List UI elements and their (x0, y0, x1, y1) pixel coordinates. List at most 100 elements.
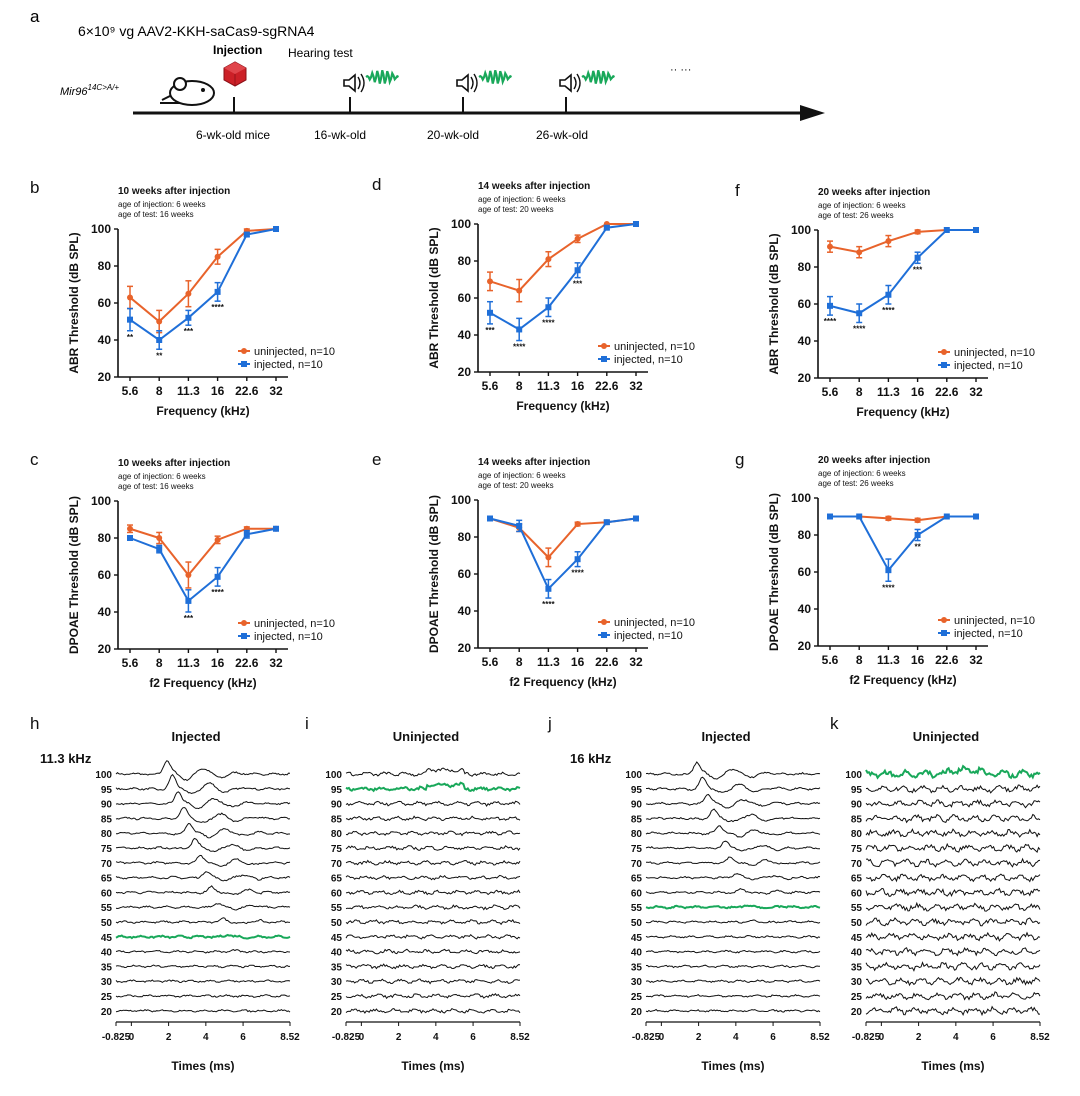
level-label: 80 (631, 829, 643, 840)
timepoint-label: 26-wk-old (536, 128, 588, 142)
level-label: 90 (331, 800, 343, 811)
speaker-wave (360, 73, 365, 93)
data-point-uninjected (156, 318, 163, 325)
chart-panel-d: d 14 weeks after injection age of injectio… (372, 175, 695, 413)
waveform-trace (645, 761, 821, 780)
time-tick-label: 4 (953, 1032, 959, 1043)
data-point-injected (973, 227, 979, 233)
level-label: 75 (101, 844, 113, 855)
time-tick-label: -0.825 (332, 1032, 361, 1043)
data-point-injected (273, 226, 279, 232)
x-axis-label: f2 Frequency (kHz) (509, 675, 616, 689)
legend-marker (941, 630, 947, 636)
y-tick-label: 80 (98, 531, 112, 545)
series-line-uninjected (829, 229, 976, 254)
legend-marker (941, 349, 947, 355)
level-label: 55 (331, 903, 343, 914)
level-label: 85 (331, 814, 343, 825)
waveform-panel-k: kUninjected10095908580757065605550454035… (830, 714, 1050, 1073)
timepoint-label: 20-wk-old (427, 128, 479, 142)
level-label: 30 (851, 977, 863, 988)
waveform-trace (646, 856, 821, 866)
x-tick-label: 16 (911, 653, 925, 667)
sound-wave-icon (478, 69, 513, 86)
waveform-trace (345, 933, 521, 940)
waveform-trace (865, 976, 1041, 987)
data-point-uninjected (214, 536, 221, 543)
y-tick-label: 80 (798, 528, 812, 542)
data-point-injected (827, 302, 833, 309)
level-label: 45 (331, 933, 343, 944)
waveform-trace (865, 901, 1041, 912)
data-point-uninjected (914, 517, 921, 524)
x-tick-label: 8 (516, 379, 523, 393)
time-tick-label: 0 (129, 1032, 135, 1043)
y-tick-label: 100 (91, 494, 111, 508)
legend-marker (241, 633, 247, 639)
waveform-trace (115, 903, 291, 911)
waveform-trace (865, 857, 1041, 868)
level-label: 25 (331, 992, 343, 1003)
level-label: 25 (631, 992, 643, 1003)
x-tick-label: 5.6 (482, 655, 499, 669)
y-tick-label: 40 (458, 604, 472, 618)
chart-subtitle: age of test: 16 weeks (118, 210, 194, 219)
level-label: 90 (631, 800, 643, 811)
waveform-trace (115, 994, 291, 998)
legend-marker (941, 362, 947, 368)
data-point-injected (156, 546, 163, 553)
panel-label-f: f (735, 181, 740, 200)
time-axis-label: Times (ms) (401, 1059, 464, 1073)
level-label: 40 (631, 948, 643, 959)
time-tick-label: 0 (659, 1032, 665, 1043)
waveform-trace (115, 871, 291, 882)
level-label: 100 (845, 770, 862, 781)
threshold-trace (345, 781, 521, 793)
waveform-trace (865, 784, 1041, 794)
time-tick-label: 6 (470, 1032, 476, 1043)
waveform-trace (115, 1008, 291, 1013)
x-tick-label: 22.6 (935, 385, 959, 399)
x-axis-label: Frequency (kHz) (856, 405, 949, 419)
level-label: 50 (631, 918, 643, 929)
waveform-trace (645, 888, 821, 895)
y-tick-label: 20 (458, 641, 472, 655)
level-label: 65 (851, 874, 863, 885)
waveform-title: Uninjected (913, 729, 980, 744)
level-label: 50 (101, 918, 113, 929)
time-tick-label: 2 (166, 1032, 172, 1043)
timepoint-label: 6-wk-old mice (196, 128, 270, 142)
level-label: 45 (631, 933, 643, 944)
legend-label: injected, n=10 (614, 354, 683, 366)
data-point-injected (214, 573, 221, 580)
level-label: 75 (331, 844, 343, 855)
time-tick-label: -0.825 (632, 1032, 661, 1043)
legend-label: injected, n=10 (254, 631, 323, 643)
y-tick-label: 100 (451, 493, 471, 507)
sound-wave-icon (365, 69, 400, 86)
data-point-injected (127, 535, 133, 541)
x-tick-label: 8 (156, 656, 163, 670)
chart-title: 14 weeks after injection (478, 457, 590, 468)
time-tick-label: 0 (879, 1032, 885, 1043)
level-label: 75 (631, 844, 643, 855)
waveform-trace (645, 993, 821, 998)
chart-panel-e: e 14 weeks after injection age of injectio… (372, 450, 695, 689)
chart-title: 10 weeks after injection (118, 186, 230, 197)
data-point-injected (516, 326, 523, 333)
level-label: 45 (851, 933, 863, 944)
level-label: 50 (331, 918, 343, 929)
waveform-trace (865, 799, 1041, 809)
time-tick-label: 2 (916, 1032, 922, 1043)
mouse-icon (160, 77, 215, 106)
x-axis-label: f2 Frequency (kHz) (149, 676, 256, 690)
panel-a-timeline: a 6×10⁹ vg AAV2-KKH-saCas9-sgRNA4 Inject… (30, 7, 825, 142)
data-point-uninjected (185, 290, 192, 297)
waveform-trace (115, 885, 291, 896)
level-label: 25 (851, 992, 863, 1003)
waveform-trace (115, 949, 291, 954)
level-label: 35 (331, 962, 343, 973)
level-label: 40 (851, 948, 863, 959)
chart-subtitle: age of test: 26 weeks (818, 479, 894, 488)
speaker-icon (559, 73, 581, 93)
